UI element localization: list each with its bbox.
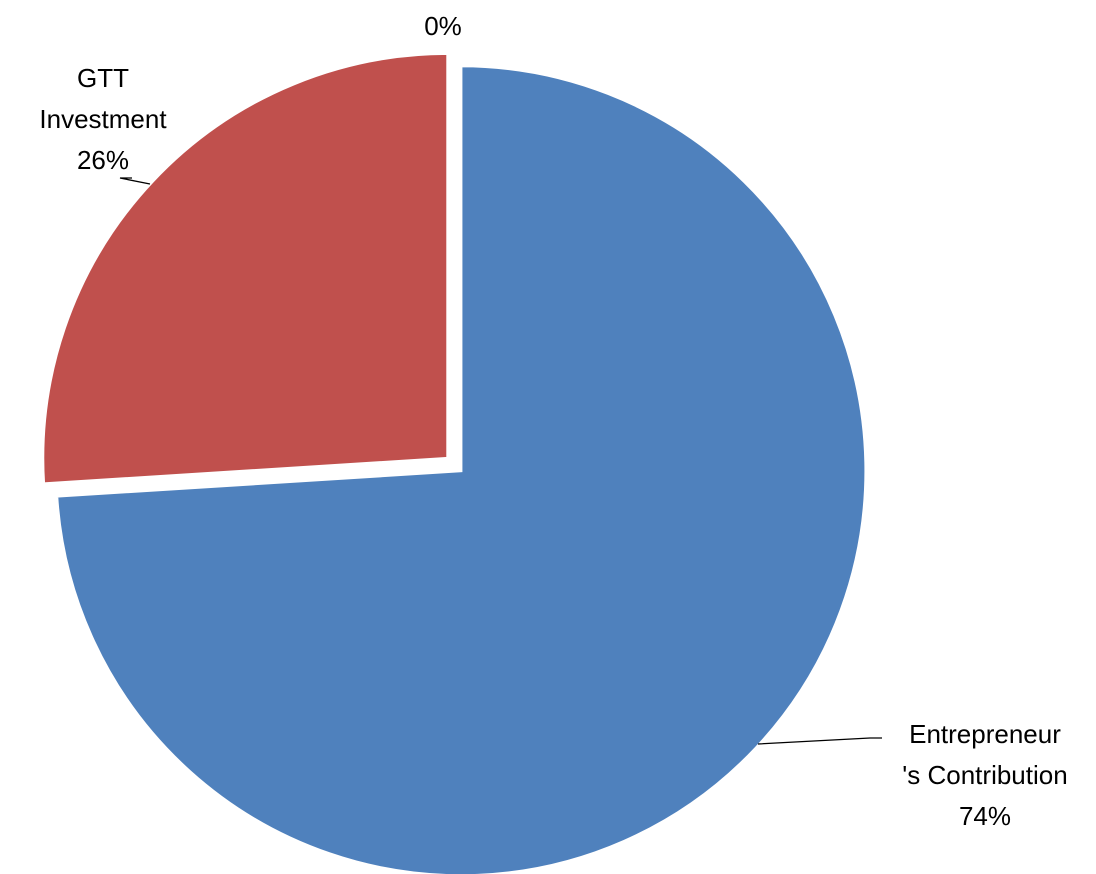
value-label: 26% xyxy=(76,145,130,175)
data-label: Entrepreneur's Contribution 74% xyxy=(880,714,1090,837)
category-label: Entrepreneur's Contribution xyxy=(902,719,1068,790)
value-label: 0% xyxy=(424,11,462,41)
data-label: GTT Investment 26% xyxy=(28,58,178,181)
pie-slice xyxy=(55,64,868,874)
leader-line xyxy=(757,737,882,745)
pie-slice xyxy=(41,51,450,486)
category-label: GTT Investment xyxy=(39,63,167,134)
data-label: 0% xyxy=(393,6,493,47)
leader-line xyxy=(119,177,151,185)
value-label: 74% xyxy=(958,801,1012,831)
